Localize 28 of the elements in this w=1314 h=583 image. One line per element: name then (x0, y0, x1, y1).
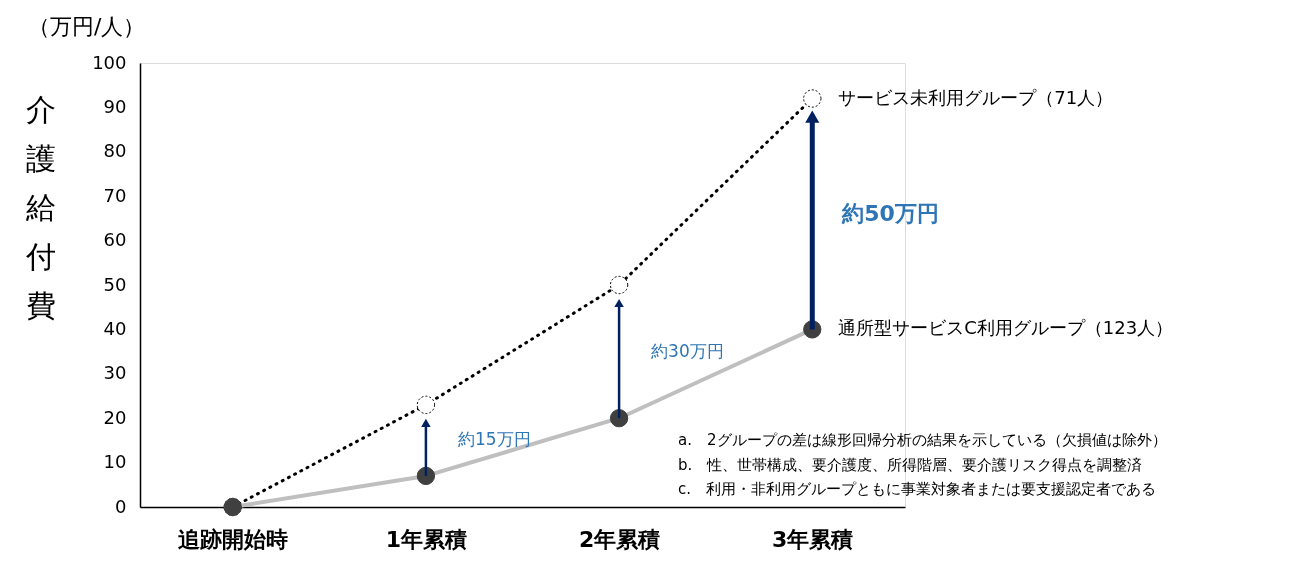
point (803, 89, 822, 108)
y-tick-label: 0 (115, 495, 127, 517)
x-tick-label: 2年累積 (578, 526, 661, 552)
y-tick-label: 30 (103, 362, 127, 384)
chart-title: （万円/人） (28, 14, 146, 39)
y-tick-label: 100 (92, 51, 127, 73)
series-label: 通所型サービスC利用グループ（123人） (838, 317, 1174, 339)
y-tick-label: 20 (103, 406, 127, 428)
y-tick-label: 40 (103, 317, 127, 339)
y-tick-label: 70 (103, 184, 127, 206)
point (609, 275, 629, 295)
y-tick-label: 50 (103, 273, 127, 295)
annotation: 約30万円 (651, 340, 724, 361)
series-label: サービス未利用グループ（71人） (838, 86, 1114, 108)
y-axis-title: 介護給付費 (24, 91, 56, 323)
y-tick-label: 60 (103, 229, 127, 251)
y-tick-label: 10 (103, 451, 127, 473)
annotation: c. 利用・非利用グループともに事業対象者または要支援認定者である (678, 480, 1157, 498)
point (416, 395, 436, 415)
annotation: 約50万円 (841, 200, 939, 226)
annotation: a. 2グループの差は線形回帰分析の結果を示している（欠損値は除外） (678, 431, 1167, 449)
x-tick-label: 追跡開始時 (178, 526, 289, 552)
annotation: 約15万円 (457, 429, 531, 450)
annotation: b. 性、世帯構成、要介護度、所得階層、要介護リスク得点を調整済 (678, 455, 1143, 474)
y-tick-label: 90 (103, 95, 127, 117)
y-tick-label: 80 (103, 140, 127, 162)
x-tick-label: 3年累積 (772, 526, 854, 552)
x-tick-label: 1年累積 (385, 526, 468, 552)
